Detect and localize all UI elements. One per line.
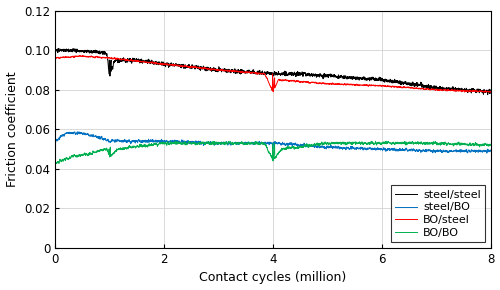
Line: BO/BO: BO/BO — [55, 141, 491, 164]
BO/BO — [260, 141, 266, 144]
Legend: steel/steel, steel/BO, BO/steel, BO/BO: steel/steel, steel/BO, BO/steel, BO/BO — [391, 185, 485, 242]
steel/BO — [259, 142, 265, 145]
BO/steel — [488, 90, 494, 93]
BO/steel — [453, 89, 459, 92]
steel/steel — [368, 76, 374, 80]
steel/BO — [488, 149, 494, 153]
BO/BO — [172, 139, 178, 143]
steel/BO — [368, 146, 374, 150]
steel/steel — [474, 89, 480, 93]
steel/BO — [238, 140, 244, 144]
BO/BO — [52, 161, 58, 165]
steel/BO — [235, 142, 241, 145]
steel/steel — [488, 91, 494, 95]
steel/BO — [474, 149, 480, 152]
Line: BO/steel: BO/steel — [55, 55, 491, 92]
BO/BO — [239, 140, 245, 144]
steel/steel — [238, 71, 244, 75]
BO/steel — [259, 72, 265, 76]
steel/BO — [453, 149, 459, 153]
BO/BO — [453, 142, 459, 146]
BO/steel — [52, 56, 58, 59]
steel/steel — [56, 47, 62, 50]
BO/BO — [488, 144, 494, 147]
steel/steel — [235, 68, 241, 72]
steel/steel — [484, 93, 490, 96]
Line: steel/BO: steel/BO — [55, 132, 491, 153]
Y-axis label: Friction coefficient: Friction coefficient — [6, 71, 18, 187]
Line: steel/steel: steel/steel — [55, 48, 491, 95]
BO/steel — [77, 54, 83, 57]
BO/steel — [482, 90, 488, 94]
X-axis label: Contact cycles (million): Contact cycles (million) — [200, 271, 346, 284]
BO/BO — [236, 141, 242, 144]
BO/steel — [238, 70, 244, 74]
steel/steel — [259, 71, 265, 75]
BO/steel — [474, 90, 480, 93]
steel/BO — [484, 151, 490, 155]
BO/BO — [369, 140, 375, 143]
BO/BO — [474, 143, 480, 147]
steel/steel — [52, 48, 58, 51]
steel/BO — [52, 139, 58, 143]
BO/BO — [52, 162, 59, 165]
steel/BO — [75, 130, 81, 133]
BO/steel — [368, 83, 374, 87]
BO/steel — [235, 70, 241, 74]
steel/steel — [453, 89, 459, 93]
